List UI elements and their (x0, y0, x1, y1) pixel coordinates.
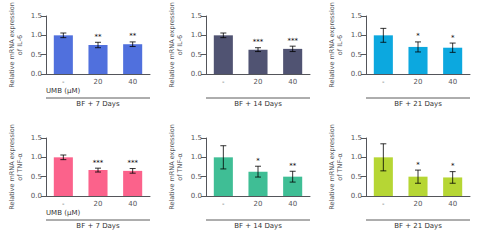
svg-text:BF + 7 Days: BF + 7 Days (76, 100, 120, 108)
svg-text:20: 20 (254, 200, 263, 208)
svg-text:of TNF-α: of TNF-α (336, 153, 344, 181)
svg-text:Relative mRNA expression: Relative mRNA expression (168, 124, 176, 210)
svg-text:BF + 21 Days: BF + 21 Days (394, 100, 442, 108)
svg-text:-: - (382, 200, 385, 208)
svg-text:Relative mRNA expression: Relative mRNA expression (328, 2, 336, 88)
svg-text:20: 20 (414, 78, 423, 86)
svg-text:40: 40 (288, 78, 297, 86)
svg-text:0.0: 0.0 (31, 70, 42, 78)
svg-text:Relative mRNA expression: Relative mRNA expression (168, 2, 176, 88)
svg-text:0.0: 0.0 (351, 70, 362, 78)
svg-text:0.5: 0.5 (351, 173, 362, 181)
svg-text:1.0: 1.0 (351, 31, 362, 39)
svg-text:**: ** (95, 33, 103, 41)
svg-text:1.5: 1.5 (351, 134, 362, 142)
svg-text:UMB (μM): UMB (μM) (46, 87, 80, 95)
svg-text:0.5: 0.5 (31, 173, 42, 181)
svg-text:*: * (416, 32, 420, 40)
svg-text:of IL-6: of IL-6 (336, 35, 344, 55)
svg-text:0.0: 0.0 (191, 192, 202, 200)
svg-text:***: *** (253, 38, 264, 46)
svg-text:1.0: 1.0 (191, 31, 202, 39)
svg-text:***: *** (127, 159, 138, 167)
svg-text:40: 40 (288, 200, 297, 208)
svg-text:Relative mRNA expression: Relative mRNA expression (8, 2, 16, 88)
svg-text:-: - (382, 78, 385, 86)
svg-text:0.5: 0.5 (31, 51, 42, 59)
svg-text:BF + 21 Days: BF + 21 Days (394, 222, 442, 230)
svg-text:40: 40 (128, 200, 137, 208)
svg-text:***: *** (93, 159, 104, 167)
svg-text:1.5: 1.5 (191, 134, 202, 142)
svg-text:of TNF-α: of TNF-α (16, 153, 24, 181)
svg-text:0.5: 0.5 (191, 51, 202, 59)
svg-text:1.0: 1.0 (351, 153, 362, 161)
svg-text:*: * (416, 161, 420, 169)
svg-text:*: * (451, 162, 455, 170)
svg-text:*: * (256, 157, 260, 165)
svg-text:0.5: 0.5 (191, 173, 202, 181)
svg-text:1.0: 1.0 (31, 31, 42, 39)
svg-text:0.0: 0.0 (31, 192, 42, 200)
svg-text:40: 40 (448, 78, 457, 86)
svg-text:1.0: 1.0 (191, 153, 202, 161)
svg-text:**: ** (289, 162, 297, 170)
svg-text:-: - (62, 78, 65, 86)
svg-text:20: 20 (254, 78, 263, 86)
svg-text:BF + 7 Days: BF + 7 Days (76, 222, 120, 230)
svg-text:1.5: 1.5 (351, 12, 362, 20)
svg-text:Relative mRNA expression: Relative mRNA expression (8, 124, 16, 210)
svg-text:20: 20 (94, 200, 103, 208)
svg-text:-: - (62, 200, 65, 208)
svg-text:0.0: 0.0 (191, 70, 202, 78)
svg-text:Relative mRNA expression: Relative mRNA expression (328, 124, 336, 210)
svg-text:0.5: 0.5 (351, 51, 362, 59)
svg-text:40: 40 (448, 200, 457, 208)
svg-text:1.5: 1.5 (31, 134, 42, 142)
svg-text:***: *** (287, 37, 298, 45)
svg-text:1.0: 1.0 (31, 153, 42, 161)
svg-text:1.5: 1.5 (31, 12, 42, 20)
svg-text:-: - (222, 200, 225, 208)
svg-text:of IL-6: of IL-6 (16, 35, 24, 55)
svg-text:of IL-6: of IL-6 (176, 35, 184, 55)
svg-text:BF + 14 Days: BF + 14 Days (234, 222, 282, 230)
svg-text:UMB (μM): UMB (μM) (46, 209, 80, 217)
svg-text:20: 20 (94, 78, 103, 86)
svg-text:0.0: 0.0 (351, 192, 362, 200)
svg-text:**: ** (129, 32, 137, 40)
svg-text:20: 20 (414, 200, 423, 208)
svg-text:BF + 14 Days: BF + 14 Days (234, 100, 282, 108)
svg-text:of TNF-α: of TNF-α (176, 153, 184, 181)
svg-text:-: - (222, 78, 225, 86)
svg-text:*: * (451, 34, 455, 42)
svg-text:1.5: 1.5 (191, 12, 202, 20)
svg-text:40: 40 (128, 78, 137, 86)
